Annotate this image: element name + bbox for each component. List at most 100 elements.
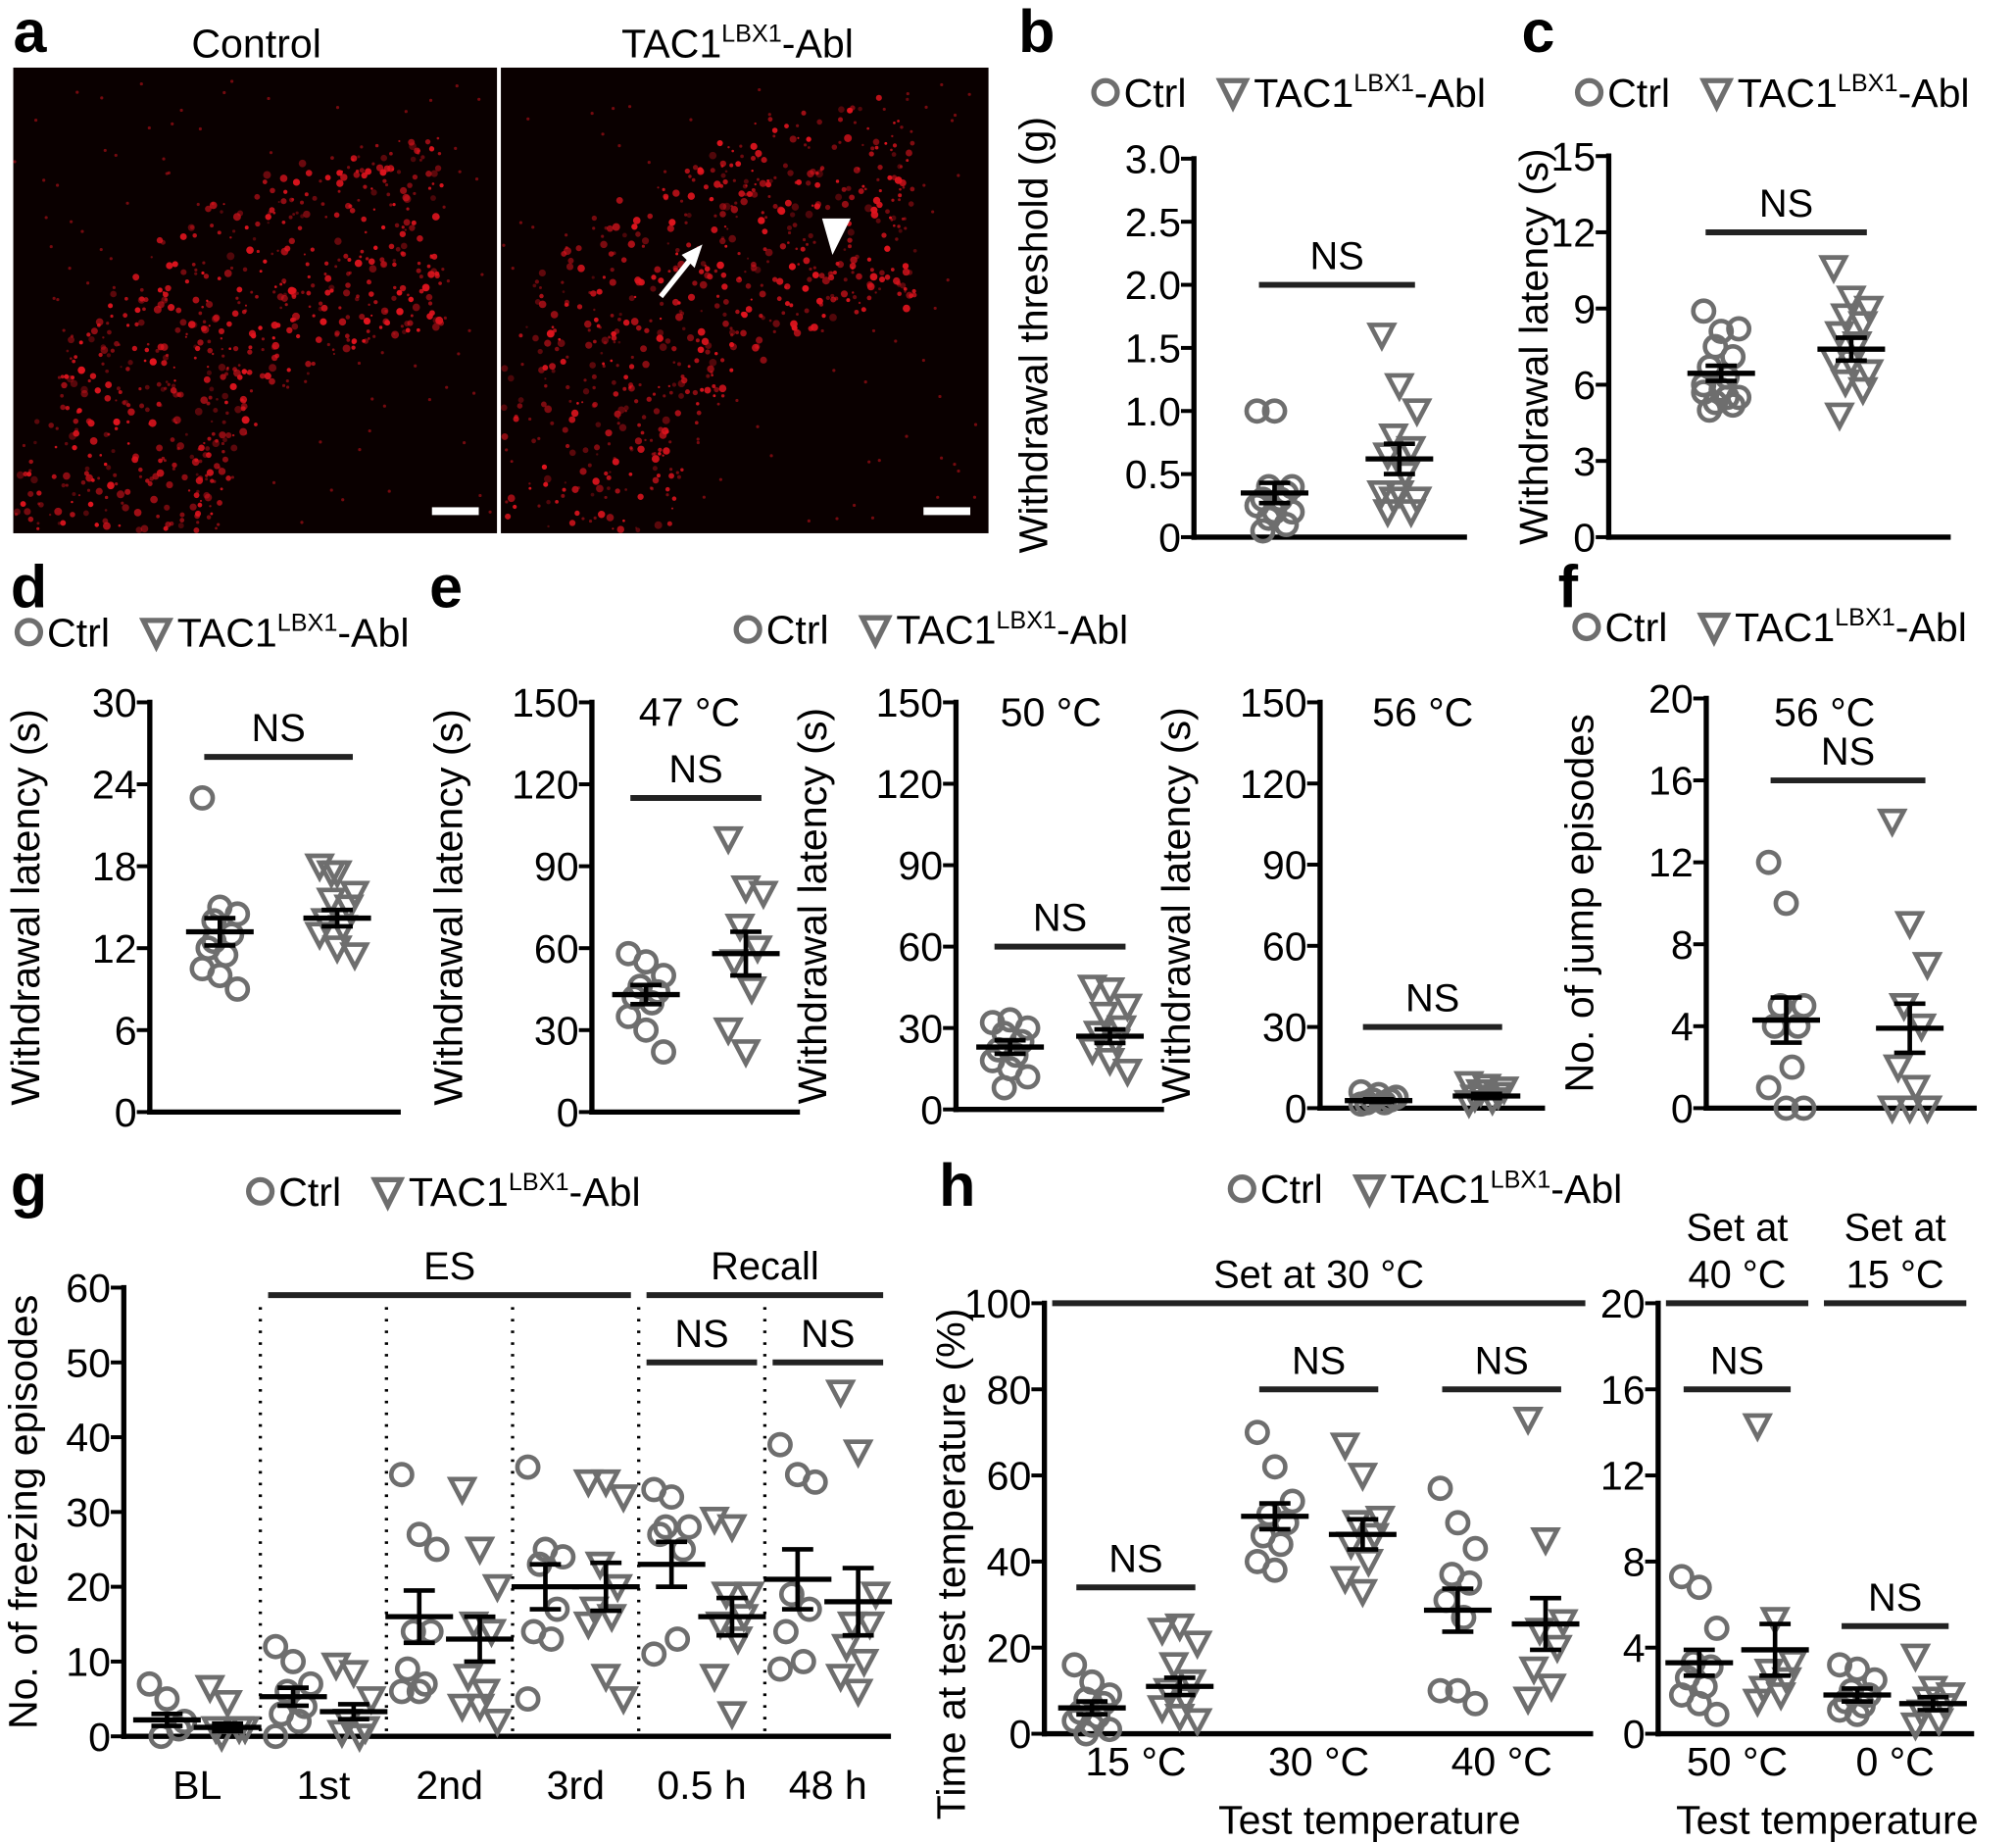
y-tick-label: 2.0: [1125, 263, 1181, 308]
annotation-label: NS: [1475, 1339, 1529, 1382]
annotation-label: 40 °C: [1688, 1253, 1786, 1296]
annotation-label: NS: [1405, 977, 1459, 1021]
y-tick-label: 3: [1573, 439, 1596, 484]
y-tick-label: 30: [898, 1006, 943, 1051]
annotation-label: NS: [252, 707, 306, 750]
abl-point: [1175, 1669, 1207, 1699]
legend-ctrl-marker: [14, 618, 44, 647]
ablation-image: [500, 67, 989, 533]
chart-title: 50 °C: [1001, 689, 1102, 734]
legend-abl-marker: [370, 1176, 406, 1212]
legend-ctrl-label: Ctrl: [1604, 605, 1667, 650]
ctrl-point: [1462, 1535, 1489, 1562]
abl-point: [1395, 435, 1427, 466]
y-axis-label: Withdrawal latency (s): [790, 708, 835, 1104]
ctrl-point: [550, 1544, 576, 1570]
ctrl-point: [388, 1462, 415, 1488]
abl-point: [469, 1678, 502, 1709]
y-tick-label: 20: [1600, 1281, 1646, 1326]
ctrl-point: [790, 1648, 816, 1674]
abl-point: [1847, 376, 1879, 407]
abl-point: [1923, 1708, 1955, 1738]
y-tick-label: 150: [1240, 680, 1307, 725]
abl-point: [1384, 373, 1415, 403]
legend-abl-label: TAC1LBX1-Abl: [1254, 70, 1486, 116]
ctrl-point: [1279, 499, 1305, 525]
abl-point: [1329, 1432, 1361, 1463]
ctrl-point: [189, 785, 216, 811]
legend-abl-label: TAC1LBX1-Abl: [409, 1169, 641, 1215]
y-tick-label: 12: [1600, 1454, 1646, 1499]
chart-h2: 0 4 8 12 16 20 Test temperature 50 °C 0 °C Set at…: [1600, 1207, 1979, 1843]
legend-abl-marker: [858, 615, 893, 650]
ctrl-point: [423, 1536, 450, 1563]
abl-point: [705, 1611, 736, 1641]
y-tick-label: 60: [534, 926, 579, 971]
abl-point: [1181, 1630, 1213, 1661]
x-tick-label: 0 °C: [1855, 1739, 1934, 1784]
y-tick-label: 80: [987, 1368, 1032, 1413]
y-axis-label: Withdrawal latency (s): [425, 709, 470, 1105]
abl-point: [1899, 1712, 1932, 1742]
ctrl-point: [772, 1619, 799, 1645]
y-tick-label: 40: [66, 1416, 111, 1461]
ablation-title: TAC1LBX1-Abl: [621, 20, 854, 66]
panel-label-f: f: [1558, 554, 1579, 621]
ctrl-point: [1791, 1095, 1817, 1121]
abl-point: [730, 1039, 762, 1069]
abl-point: [1818, 255, 1849, 285]
y-tick-label: 30: [1262, 1005, 1307, 1050]
y-axis-label: Withdrawal latency (s): [1154, 707, 1199, 1103]
abl-point: [730, 874, 762, 905]
ctrl-point: [1755, 1074, 1782, 1101]
ctrl-point: [991, 1074, 1017, 1101]
ctrl-point: [659, 1484, 685, 1511]
annotation-label: NS: [1710, 1339, 1764, 1382]
y-tick-label: 2.5: [1125, 200, 1181, 245]
ctrl-point: [1668, 1564, 1695, 1590]
abl-point: [1094, 976, 1126, 1007]
annotation-label: NS: [1868, 1576, 1922, 1619]
ctrl-point: [1861, 1667, 1888, 1693]
ctrl-point: [651, 1039, 676, 1066]
y-tick-label: 90: [898, 843, 943, 888]
legend-ctrl-label: Ctrl: [766, 608, 829, 653]
legend-abl-marker: [1699, 77, 1735, 113]
abl-point: [1847, 311, 1879, 341]
ctrl-point: [298, 1670, 323, 1697]
abl-point: [1536, 1673, 1567, 1704]
y-tick-label: 30: [66, 1490, 111, 1535]
ctrl-point: [1014, 1015, 1041, 1041]
ctrl-point: [388, 1678, 415, 1705]
abl-point: [481, 1709, 514, 1738]
ctrl-point: [633, 949, 660, 975]
ctrl-point: [1273, 512, 1300, 538]
y-tick-label: 150: [876, 680, 944, 725]
abl-point: [608, 1484, 639, 1514]
ctrl-point: [1844, 1701, 1870, 1727]
y-tick-label: 10: [66, 1640, 111, 1685]
abl-point: [736, 976, 767, 1006]
ctrl-point: [1779, 1054, 1805, 1080]
abl-point: [608, 1686, 639, 1716]
y-axis-label: Withdrawal threshold (g): [1010, 117, 1056, 554]
abl-point: [1401, 398, 1433, 428]
scale-bar: [431, 507, 479, 516]
y-tick-label: 0: [1671, 1086, 1694, 1131]
y-tick-label: 50: [66, 1340, 111, 1385]
y-tick-label: 20: [66, 1565, 111, 1610]
ctrl-point: [286, 1709, 312, 1734]
legend-abl-marker: [138, 618, 174, 653]
abl-point: [1076, 974, 1108, 1005]
abl-point: [713, 1017, 744, 1047]
ctrl-point: [1261, 398, 1288, 424]
abl-point: [724, 913, 756, 943]
abl-point: [824, 1664, 857, 1694]
x-tick-label: 48 h: [789, 1763, 867, 1808]
ctrl-point: [515, 1686, 541, 1712]
y-tick-label: 6: [115, 1008, 137, 1053]
x-tick-label: 50 °C: [1687, 1739, 1788, 1784]
legend-ctrl-marker: [1572, 612, 1601, 642]
y-tick-label: 0: [1009, 1712, 1032, 1757]
